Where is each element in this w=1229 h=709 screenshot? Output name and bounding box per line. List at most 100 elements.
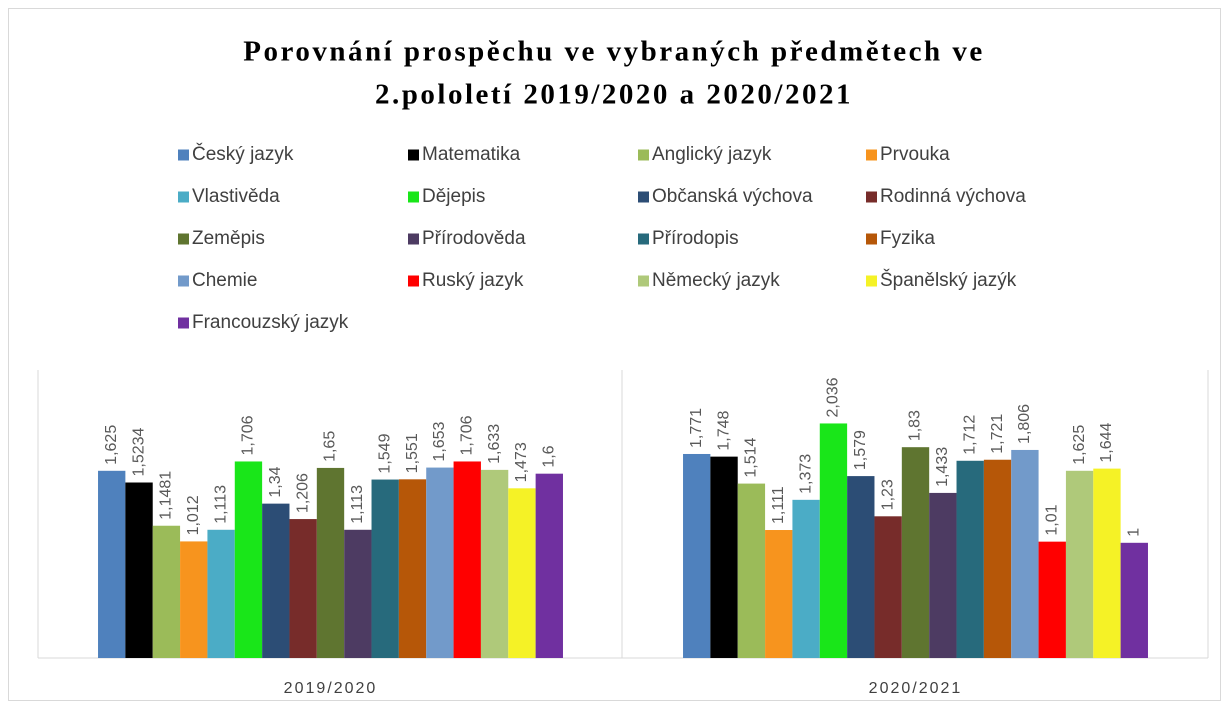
legend-swatch [866, 149, 877, 161]
bar [792, 499, 820, 658]
data-label: 1,373 [797, 454, 814, 494]
bar [1065, 470, 1094, 658]
data-label: 1,113 [349, 485, 366, 524]
data-label: 1,549 [376, 433, 393, 473]
legend-swatch [178, 275, 189, 287]
chart-title: Porovnání prospěchu ve vybraných předmět… [243, 36, 984, 68]
data-label: 1,706 [458, 415, 475, 455]
bar [234, 461, 263, 658]
data-label: 1,206 [294, 473, 311, 513]
legend-swatch [638, 275, 649, 287]
data-label: 1,579 [852, 430, 869, 470]
data-label: 1,771 [688, 408, 705, 448]
bar [535, 473, 563, 658]
data-label: 1,514 [743, 437, 760, 477]
data-label: 1,633 [486, 424, 503, 464]
legend-swatch [178, 317, 189, 329]
bar [453, 461, 481, 658]
bar [98, 470, 126, 658]
data-label: 1,706 [240, 415, 257, 455]
data-label: 1,721 [989, 414, 1006, 454]
bar [426, 467, 454, 658]
legend-label: Rodinná výchova [880, 186, 1026, 207]
bar [874, 516, 902, 658]
bar [983, 459, 1012, 658]
bar [289, 519, 317, 658]
data-label: 1,1481 [158, 471, 175, 520]
legend-swatch [866, 191, 877, 203]
legend-swatch [178, 149, 189, 161]
data-label: 1,473 [513, 442, 530, 482]
legend-label: Zeměpis [192, 228, 265, 249]
data-label: 1,644 [1098, 422, 1115, 462]
legend-label: Český jazyk [192, 143, 294, 165]
bar [683, 453, 711, 658]
data-label: 1,23 [879, 479, 896, 510]
legend-label: Anglický jazyk [652, 144, 772, 165]
data-label: 1,433 [934, 447, 951, 487]
bar [152, 525, 181, 658]
data-label: 1,748 [715, 410, 732, 450]
legend-swatch [408, 191, 419, 203]
legend-label: Přírodověda [422, 228, 526, 249]
x-tick-label: 2019/2020 [284, 680, 378, 697]
bar [956, 460, 984, 658]
legend-swatch [408, 149, 419, 161]
bar [125, 482, 153, 658]
bar [847, 476, 875, 658]
data-label: 1 [1126, 528, 1143, 537]
x-tick-label: 2020/2021 [869, 680, 963, 697]
legend-swatch [408, 233, 419, 245]
data-label: 1,113 [212, 485, 229, 524]
bar [901, 447, 930, 658]
data-label: 1,653 [431, 421, 448, 461]
legend-swatch [866, 275, 877, 287]
chart-title: 2.pololetí 2019/2020 a 2020/2021 [375, 79, 853, 111]
legend-swatch [638, 149, 649, 161]
bar [819, 423, 848, 658]
bar [929, 492, 957, 658]
legend-label: Chemie [192, 270, 257, 291]
legend-swatch [866, 233, 877, 245]
legend-swatch [178, 191, 189, 203]
data-label: 2,036 [825, 377, 842, 417]
bar [480, 469, 509, 658]
legend-label: Španělský jazýk [880, 269, 1017, 291]
data-label: 1,5234 [130, 427, 147, 476]
data-label: 1,01 [1043, 504, 1060, 535]
data-label: 1,111 [770, 486, 787, 524]
legend-swatch [178, 233, 189, 245]
data-label: 1,6 [541, 445, 558, 467]
legend-label: Francouzský jazyk [192, 312, 349, 333]
bar [1011, 449, 1039, 658]
legend-label: Přírodopis [652, 228, 739, 249]
bar [1120, 542, 1148, 658]
bar [180, 541, 208, 658]
data-label: 1,625 [103, 425, 120, 465]
bar [710, 456, 738, 658]
legend-label: Matematika [422, 144, 521, 165]
data-label: 1,83 [907, 410, 924, 441]
bar [737, 483, 766, 658]
bar [1038, 541, 1066, 658]
data-label: 1,34 [267, 466, 284, 497]
legend-label: Občanská výchova [652, 186, 813, 207]
legend-swatch [638, 191, 649, 203]
legend-label: Fyzika [880, 228, 935, 249]
bar [508, 488, 536, 658]
bar [371, 479, 399, 658]
bar [398, 479, 427, 658]
bar [1093, 468, 1121, 658]
bar [316, 467, 345, 658]
legend-label: Německý jazyk [652, 270, 780, 291]
bar [344, 529, 372, 658]
bar [207, 529, 235, 658]
legend-label: Prvouka [880, 144, 950, 165]
data-label: 1,65 [322, 431, 339, 462]
data-label: 1,012 [185, 495, 202, 535]
data-label: 1,712 [961, 415, 978, 455]
legend-swatch [638, 233, 649, 245]
bar [262, 503, 290, 658]
legend-swatch [408, 275, 419, 287]
